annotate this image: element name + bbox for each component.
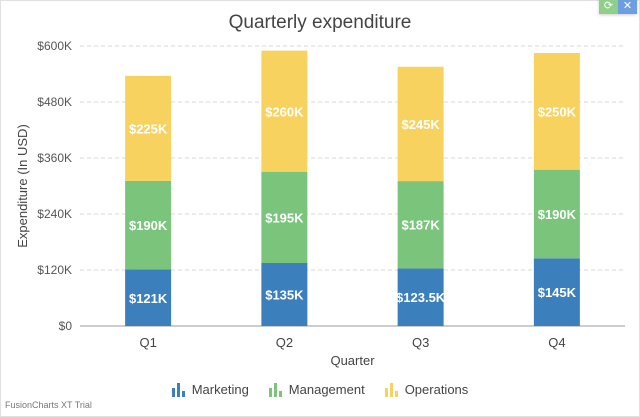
chart-title: Quarterly expenditure [228, 12, 412, 33]
bar-legend-icon [268, 382, 282, 397]
expand-icon[interactable]: ✕ [618, 0, 637, 14]
legend-label: Marketing [191, 382, 249, 397]
y-axis-title: Expenditure (In USD) [15, 124, 30, 248]
x-tick-label: Q2 [276, 335, 293, 350]
legend-item-operations[interactable]: Operations [384, 382, 469, 397]
data-label: $187K [401, 218, 440, 233]
bar-operations-q1 [125, 75, 172, 181]
y-tick-label: $480K [37, 95, 72, 109]
legend-label: Management [288, 382, 365, 397]
bar-marketing-q2 [261, 263, 308, 326]
x-axis-title: Quarter [330, 353, 375, 368]
y-tick-label: $120K [37, 263, 72, 277]
data-label: $225K [129, 121, 168, 136]
y-tick-label: $360K [37, 151, 72, 165]
bar-legend-icon [171, 382, 185, 397]
data-label: $190K [538, 207, 577, 222]
data-label: $123.5K [396, 290, 446, 305]
chart-plot: $0 $120K $240K $360K $480K $600K $121K $190K $22… [15, 39, 625, 368]
x-tick-label: Q1 [139, 335, 156, 350]
bar-marketing-q4 [533, 258, 580, 326]
bar-management-q2 [261, 172, 308, 263]
data-label: $245K [401, 117, 440, 132]
y-tick-label: $240K [37, 207, 72, 221]
bar-operations-q4 [533, 53, 580, 170]
data-label: $145K [538, 285, 577, 300]
x-tick-label: Q3 [412, 335, 429, 350]
bar-management-q3 [397, 181, 444, 269]
y-tick-label: $600K [37, 39, 72, 53]
x-tick-label: Q4 [548, 335, 565, 350]
legend-item-marketing[interactable]: Marketing [171, 382, 249, 397]
legend-item-management[interactable]: Management [268, 382, 365, 397]
data-label: $250K [538, 104, 577, 119]
data-label: $260K [265, 104, 304, 119]
bar-marketing-q3 [397, 268, 444, 326]
bar-management-q1 [125, 180, 172, 270]
data-label: $121K [129, 291, 168, 306]
bar-legend-icon [384, 382, 398, 397]
data-label: $135K [265, 288, 304, 303]
refresh-icon[interactable]: ⟳ [599, 0, 618, 14]
bar-management-q4 [533, 169, 580, 259]
bar-operations-q3 [397, 66, 444, 182]
chart-toolbar: ⟳ ✕ [599, 0, 637, 14]
data-label: $190K [129, 218, 168, 233]
bar-marketing-q1 [125, 269, 172, 326]
legend: Marketing Management Operations [0, 382, 640, 397]
y-tick-label: $0 [59, 319, 73, 333]
legend-label: Operations [404, 382, 469, 397]
data-label: $195K [265, 211, 304, 226]
trial-watermark: FusionCharts XT Trial [5, 400, 92, 410]
bar-operations-q2 [261, 50, 308, 172]
